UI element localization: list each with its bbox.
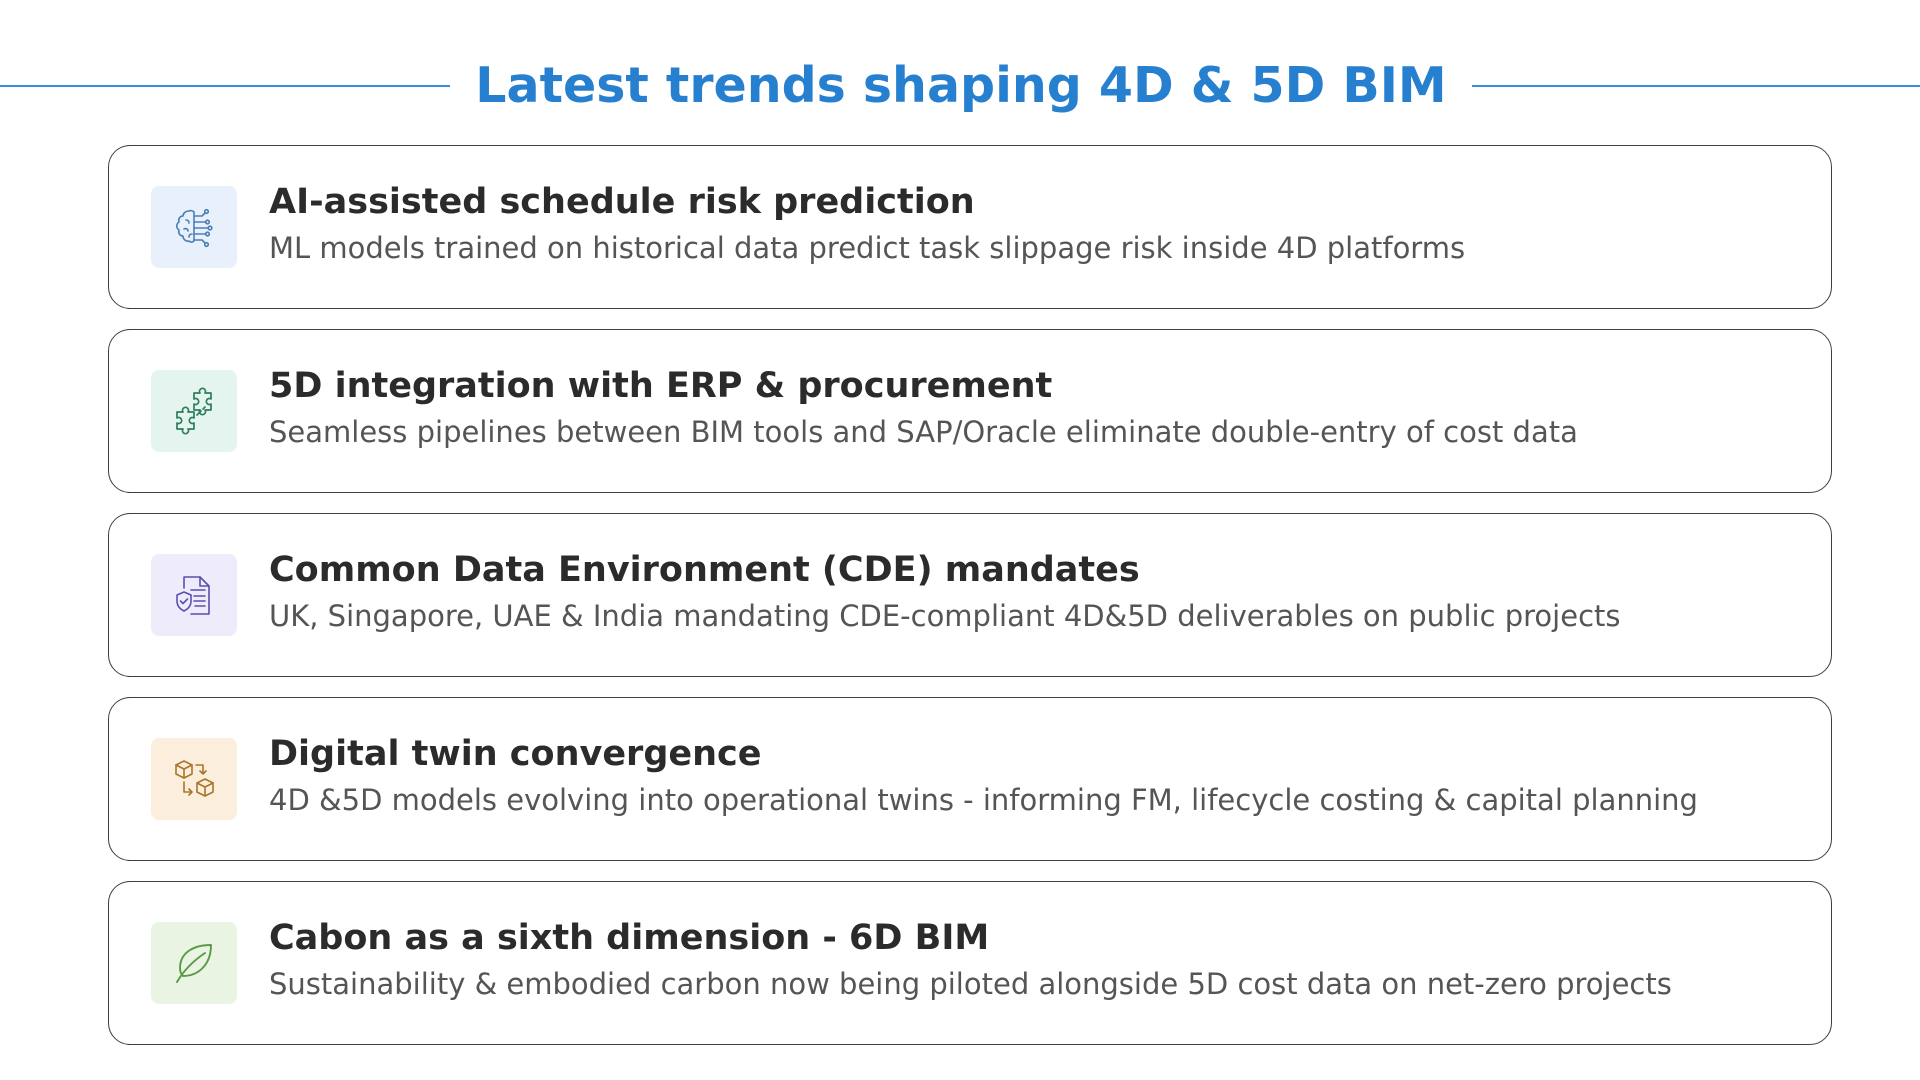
trend-description: ML models trained on historical data pre… xyxy=(269,231,1466,265)
header-divider-right xyxy=(1472,85,1920,87)
trend-title: Digital twin convergence xyxy=(269,734,762,774)
trend-card-carbon-6d: Cabon as a sixth dimension - 6D BIM Sust… xyxy=(108,881,1832,1045)
cubes-transform-icon xyxy=(175,760,214,797)
trend-icon-box xyxy=(151,186,237,268)
page-header: Latest trends shaping 4D & 5D BIM xyxy=(0,50,1920,122)
trend-list: AI-assisted schedule risk prediction ML … xyxy=(108,145,1832,1065)
trend-title: Common Data Environment (CDE) mandates xyxy=(269,550,1140,590)
trend-title: 5D integration with ERP & procurement xyxy=(269,366,1053,406)
trend-title: AI-assisted schedule risk prediction xyxy=(269,182,975,222)
trend-description: 4D &5D models evolving into operational … xyxy=(269,783,1698,817)
page-title: Latest trends shaping 4D & 5D BIM xyxy=(475,57,1447,114)
trend-description: Seamless pipelines between BIM tools and… xyxy=(269,415,1578,449)
trend-card-digital-twin: Digital twin convergence 4D &5D models e… xyxy=(108,697,1832,861)
trend-description: Sustainability & embodied carbon now bei… xyxy=(269,967,1672,1001)
trend-card-cde-mandates: Common Data Environment (CDE) mandates U… xyxy=(108,513,1832,677)
trend-icon-box xyxy=(151,738,237,820)
trend-title: Cabon as a sixth dimension - 6D BIM xyxy=(269,918,990,958)
trend-icon-box xyxy=(151,554,237,636)
document-shield-icon xyxy=(176,576,210,615)
trend-card-ai-risk: AI-assisted schedule risk prediction ML … xyxy=(108,145,1832,309)
trend-card-erp-integration: 5D integration with ERP & procurement Se… xyxy=(108,329,1832,493)
trend-icon-box xyxy=(151,370,237,452)
trend-icon-box xyxy=(151,922,237,1004)
leaf-icon xyxy=(176,944,212,983)
puzzle-pieces-icon xyxy=(176,387,212,435)
header-divider-left xyxy=(0,85,450,87)
brain-circuit-icon xyxy=(175,208,213,248)
trend-description: UK, Singapore, UAE & India mandating CDE… xyxy=(269,599,1621,633)
